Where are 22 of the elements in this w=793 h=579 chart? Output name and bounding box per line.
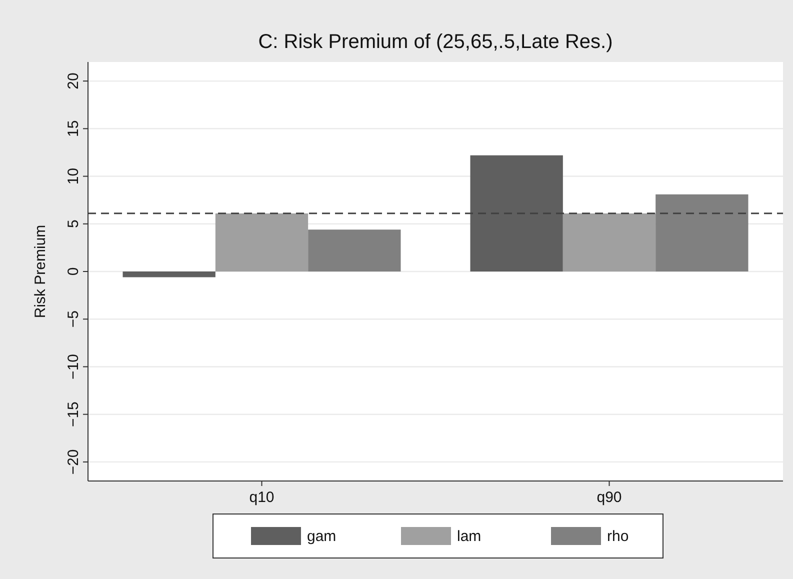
y-tick-label: −15 — [65, 402, 82, 428]
chart-title: C: Risk Premium of (25,65,.5,Late Res.) — [258, 31, 613, 53]
y-tick-label: −5 — [65, 310, 82, 328]
y-tick-label: 5 — [65, 220, 82, 228]
y-tick-label: −20 — [65, 449, 82, 475]
x-tick-label: q90 — [596, 489, 622, 506]
bar — [470, 155, 563, 272]
y-tick-label: 10 — [65, 168, 82, 185]
bar — [122, 272, 216, 278]
y-axis-title: Risk Premium — [32, 224, 49, 318]
bar — [656, 194, 748, 272]
bar — [215, 213, 308, 272]
y-tick-label: −10 — [65, 354, 82, 380]
bar — [562, 213, 656, 272]
y-tick-label: 15 — [65, 120, 82, 138]
legend-label: lam — [457, 528, 482, 545]
y-tick-label: 0 — [65, 267, 82, 276]
y-tick-label: 20 — [65, 72, 82, 90]
bar — [308, 230, 401, 272]
legend-label: gam — [307, 528, 336, 545]
legend-label: rho — [607, 528, 629, 545]
x-tick-label: q10 — [249, 489, 274, 506]
